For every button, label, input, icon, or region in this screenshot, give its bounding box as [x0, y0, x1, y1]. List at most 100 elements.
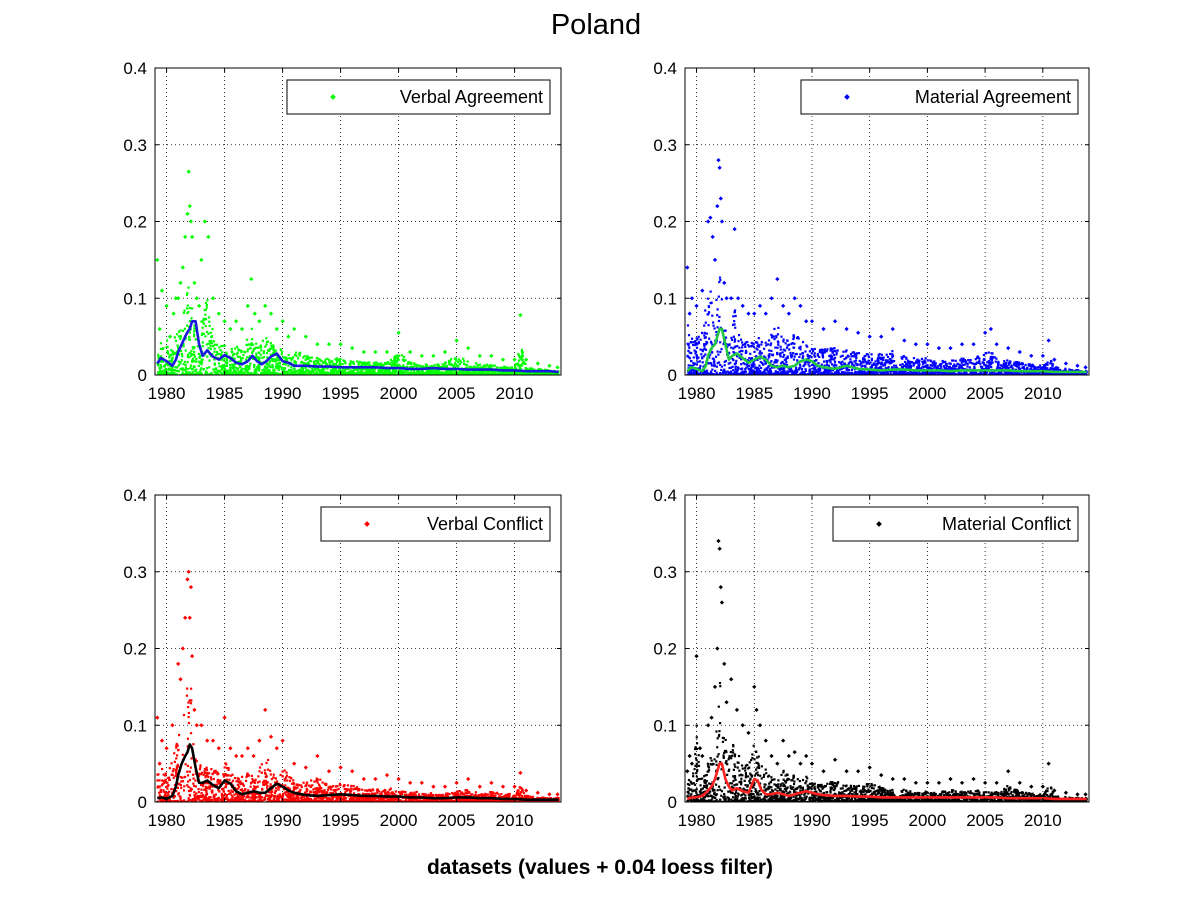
scatter-point: [753, 363, 756, 366]
scatter-point: [341, 367, 345, 371]
scatter-point: [256, 365, 259, 369]
scatter-point: [328, 361, 331, 364]
scatter-point: [687, 364, 690, 367]
scatter-point: [690, 373, 693, 375]
scatter-point: [429, 365, 432, 368]
scatter-point: [458, 362, 461, 366]
scatter-point: [225, 351, 228, 354]
data-point: [178, 280, 183, 286]
scatter-point: [183, 327, 186, 330]
scatter-point: [986, 367, 989, 371]
data-point: [500, 357, 506, 362]
scatter-point: [266, 363, 269, 366]
scatter-point: [325, 357, 328, 360]
scatter-point: [188, 320, 191, 323]
scatter-point: [335, 357, 338, 360]
scatter-point: [276, 365, 279, 368]
scatter-point: [486, 373, 489, 375]
scatter-point: [703, 334, 706, 337]
scatter-point: [892, 372, 895, 375]
scatter-point: [199, 361, 203, 364]
scatter-point: [500, 372, 503, 375]
scatter-point: [246, 370, 249, 373]
scatter-point: [342, 372, 345, 375]
scatter-point: [779, 345, 782, 348]
scatter-point: [823, 364, 826, 367]
scatter-point: [524, 366, 527, 370]
scatter-point: [393, 359, 396, 363]
scatter-point: [481, 366, 484, 369]
scatter-point: [189, 364, 193, 367]
scatter-point: [881, 371, 884, 374]
x-tick-label: 2005: [438, 384, 476, 403]
scatter-point: [464, 371, 467, 374]
scatter-point: [330, 359, 333, 363]
scatter-point: [246, 356, 249, 359]
scatter-point: [193, 333, 196, 336]
scatter-point: [408, 373, 411, 375]
scatter-point: [1040, 366, 1043, 369]
scatter-point: [897, 372, 900, 375]
scatter-point: [821, 356, 825, 359]
data-point: [187, 204, 192, 209]
scatter-point: [292, 356, 295, 359]
scatter-point: [775, 334, 778, 338]
scatter-point: [521, 351, 524, 354]
figure-title: Poland: [551, 9, 641, 41]
scatter-point: [734, 326, 737, 329]
scatter-point: [717, 319, 721, 323]
scatter-point: [711, 343, 714, 346]
scatter-point: [269, 347, 272, 350]
scatter-point: [212, 340, 216, 343]
scatter-point: [1038, 371, 1041, 374]
scatter-point: [949, 362, 952, 365]
scatter-point: [553, 372, 556, 375]
scatter-point: [261, 356, 264, 360]
scatter-point: [521, 373, 524, 375]
scatter-point: [853, 372, 856, 375]
scatter-point: [826, 348, 829, 351]
scatter-point: [991, 355, 994, 358]
scatter-point: [1037, 366, 1040, 369]
scatter-point: [874, 370, 877, 373]
scatter-point: [298, 354, 301, 357]
scatter-point: [820, 348, 823, 351]
scatter-point: [341, 362, 344, 366]
scatter-point: [237, 348, 240, 351]
scatter-point: [366, 362, 369, 365]
scatter-point: [274, 360, 277, 363]
scatter-point: [850, 355, 853, 358]
scatter-point: [737, 340, 740, 343]
scatter-point: [188, 331, 192, 334]
scatter-point: [1005, 363, 1008, 367]
scatter-point: [711, 357, 715, 360]
scatter-point: [185, 373, 188, 375]
scatter-point: [687, 344, 690, 347]
scatter-point: [736, 345, 739, 348]
scatter-point: [166, 349, 169, 353]
scatter-point: [988, 359, 991, 363]
scatter-point: [823, 348, 826, 351]
scatter-point: [710, 301, 713, 304]
scatter-point: [339, 362, 342, 365]
scatter-point: [842, 350, 845, 353]
scatter-point: [298, 373, 302, 375]
scatter-point: [517, 362, 520, 365]
scatter-point: [708, 337, 711, 340]
scatter-point: [984, 364, 987, 367]
scatter-point: [210, 371, 213, 375]
scatter-point: [974, 372, 977, 375]
scatter-point: [305, 368, 308, 372]
scatter-point: [792, 336, 795, 339]
scatter-point: [470, 371, 473, 374]
scatter-point: [330, 369, 333, 372]
scatter-point: [716, 314, 719, 317]
scatter-point: [243, 372, 246, 375]
scatter-point: [883, 370, 886, 374]
scatter-point: [798, 346, 801, 349]
scatter-point: [220, 366, 223, 369]
scatter-point: [311, 367, 314, 371]
scatter-point: [521, 352, 524, 356]
scatter-point: [176, 346, 180, 349]
scatter-point: [382, 364, 385, 367]
